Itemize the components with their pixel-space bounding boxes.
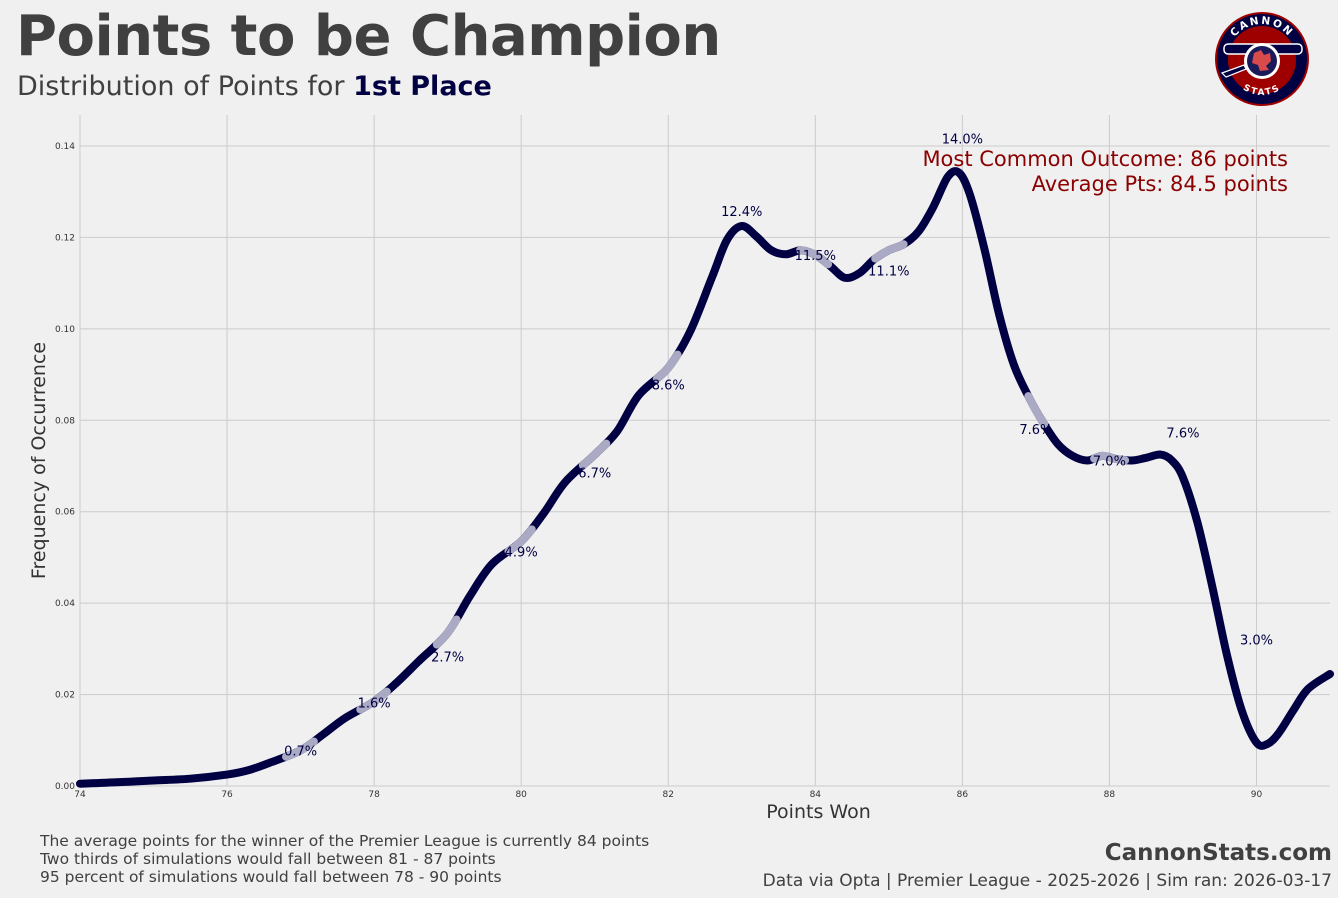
line-highlight-segment [356,687,391,714]
line-highlight-segment [1024,392,1049,428]
y-tick-label: 0.02 [55,691,75,701]
logo-cannon-carriage [1220,64,1247,78]
data-label: 14.0% [942,133,983,148]
axis-layer: 74 76 78 80 82 84 86 88 90 0.00 0.02 0.04 0.06 0.08 0.… [28,142,1262,823]
logo-text-bottom: STATS [1241,83,1282,98]
data-label: 6.7% [578,466,611,481]
x-tick-label: 88 [1104,790,1116,800]
data-label: 12.4% [721,205,762,220]
brand-name: CannonStats.com [1104,840,1332,866]
data-label: 7.6% [1019,423,1052,438]
footer-note-2: Two thirds of simulations would fall bet… [40,850,496,868]
label-layer: 0.7% 1.6% 2.7% 4.9% 6.7% 8.6% 12.4% 11.5% 11.1% 1… [284,133,1288,760]
footer-note-1: The average points for the winner of the… [40,832,650,850]
y-tick-label: 0.06 [55,508,75,518]
y-tick-label: 0.14 [55,142,75,152]
data-label: 8.6% [652,379,685,394]
line-highlight-segment [578,439,611,470]
data-label: 3.0% [1240,633,1273,648]
y-axis-label: Frequency of Occurrence [28,342,50,579]
y-tick-label: 0.08 [55,416,75,426]
distribution-line [76,167,1334,788]
line-highlight-segment [871,240,908,263]
chart-subtitle: Distribution of Points for 1st Place [17,70,492,104]
annotation-most-common: Most Common Outcome: 86 points [922,147,1288,171]
line-highlight-segment [652,350,682,383]
data-label: 2.7% [431,651,464,666]
data-label: 4.9% [505,545,538,560]
x-tick-label: 80 [515,790,527,800]
data-label: 7.0% [1093,455,1126,470]
x-tick-label: 90 [1251,790,1263,800]
data-label: 1.6% [358,696,391,711]
x-tick-label: 82 [663,790,674,800]
line-layer [76,167,1334,788]
subtitle-prefix: Distribution of Points for [17,71,354,102]
grid-layer [79,115,1330,787]
line-highlight-segment [282,737,318,761]
x-tick-label: 84 [810,790,822,800]
line-highlight-segment [432,615,461,649]
cannonstats-logo: CANNON STATS [1215,12,1309,106]
x-tick-label: 74 [74,790,86,800]
line-highlight-segment [1090,451,1130,465]
data-label: 0.7% [284,744,317,759]
y-tick-label: 0.10 [55,325,75,335]
data-label: 11.1% [868,264,909,279]
x-tick-label: 86 [957,790,969,800]
footer-note-3: 95 percent of simulations would fall bet… [40,868,502,886]
y-tick-label: 0.00 [55,782,75,792]
data-label: 11.5% [795,249,836,264]
annotation-average: Average Pts: 84.5 points [1032,172,1288,196]
logo-map-emblem [1252,50,1271,71]
x-tick-label: 76 [221,790,233,800]
line-highlight-segment [504,525,536,556]
footer-notes: The average points for the winner of the… [40,832,649,886]
line-highlight-segment [796,246,833,269]
x-tick-label: 78 [368,790,380,800]
y-tick-label: 0.04 [55,599,75,609]
x-axis-label: Points Won [766,801,870,823]
data-label: 7.6% [1166,427,1199,442]
subtitle-highlight: 1st Place [353,71,492,102]
chart-title: Points to be Champion [16,4,721,69]
source-credit: Data via Opta | Premier League - 2025-20… [762,871,1332,891]
y-tick-label: 0.12 [55,233,75,243]
